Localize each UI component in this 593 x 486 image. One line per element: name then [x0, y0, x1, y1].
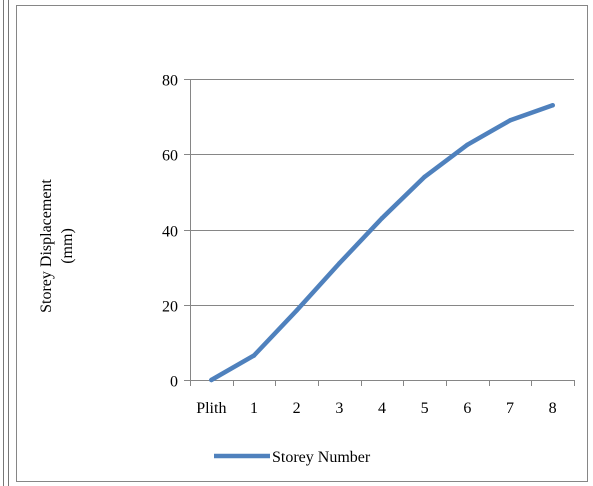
data-point-0-3: [337, 261, 342, 266]
x-tick-label-8: 8: [549, 400, 557, 417]
data-point-0-5: [422, 174, 427, 180]
chart-border: [16, 5, 588, 482]
legend: Storey Number: [214, 449, 371, 466]
x-tick-label-1: 1: [250, 400, 258, 417]
y-tick-label-3: 60: [162, 148, 178, 165]
x-tick-label-0: Plith: [196, 400, 226, 417]
y-axis-title-line-1: Storey Displacement: [38, 179, 55, 313]
data-point-0-1: [251, 353, 257, 358]
series-group: [209, 103, 555, 383]
data-point-0-0: [209, 377, 214, 383]
legend-label: Storey Number: [272, 449, 371, 466]
y-axis-title: Storey Displacement (mm): [38, 179, 76, 313]
y-axis-title-line-2: (mm): [59, 228, 76, 264]
series-line-0: [209, 103, 555, 383]
axes: [184, 79, 575, 386]
data-point-0-4: [379, 216, 385, 221]
x-tick-label-2: 2: [293, 400, 301, 417]
x-tick-label-5: 5: [421, 400, 429, 417]
y-tick-label-0: 0: [170, 374, 178, 391]
data-point-0-8: [550, 103, 555, 108]
data-point-0-7: [507, 118, 513, 123]
x-tick-labels: Plith 1 2 3 4 5 6 7 8: [196, 400, 556, 417]
gridlines: [190, 79, 574, 306]
y-tick-labels: 0 20 40 60 80: [162, 73, 178, 391]
x-tick-label-3: 3: [335, 400, 343, 417]
y-tick-label-2: 40: [162, 224, 178, 241]
data-point-0-2: [294, 308, 299, 313]
x-tick-label-4: 4: [378, 400, 386, 417]
x-tick-label-6: 6: [463, 400, 471, 417]
x-tick-label-7: 7: [506, 400, 514, 417]
y-tick-label-4: 80: [162, 73, 178, 90]
data-point-0-6: [465, 142, 470, 148]
y-tick-label-1: 20: [162, 299, 178, 316]
